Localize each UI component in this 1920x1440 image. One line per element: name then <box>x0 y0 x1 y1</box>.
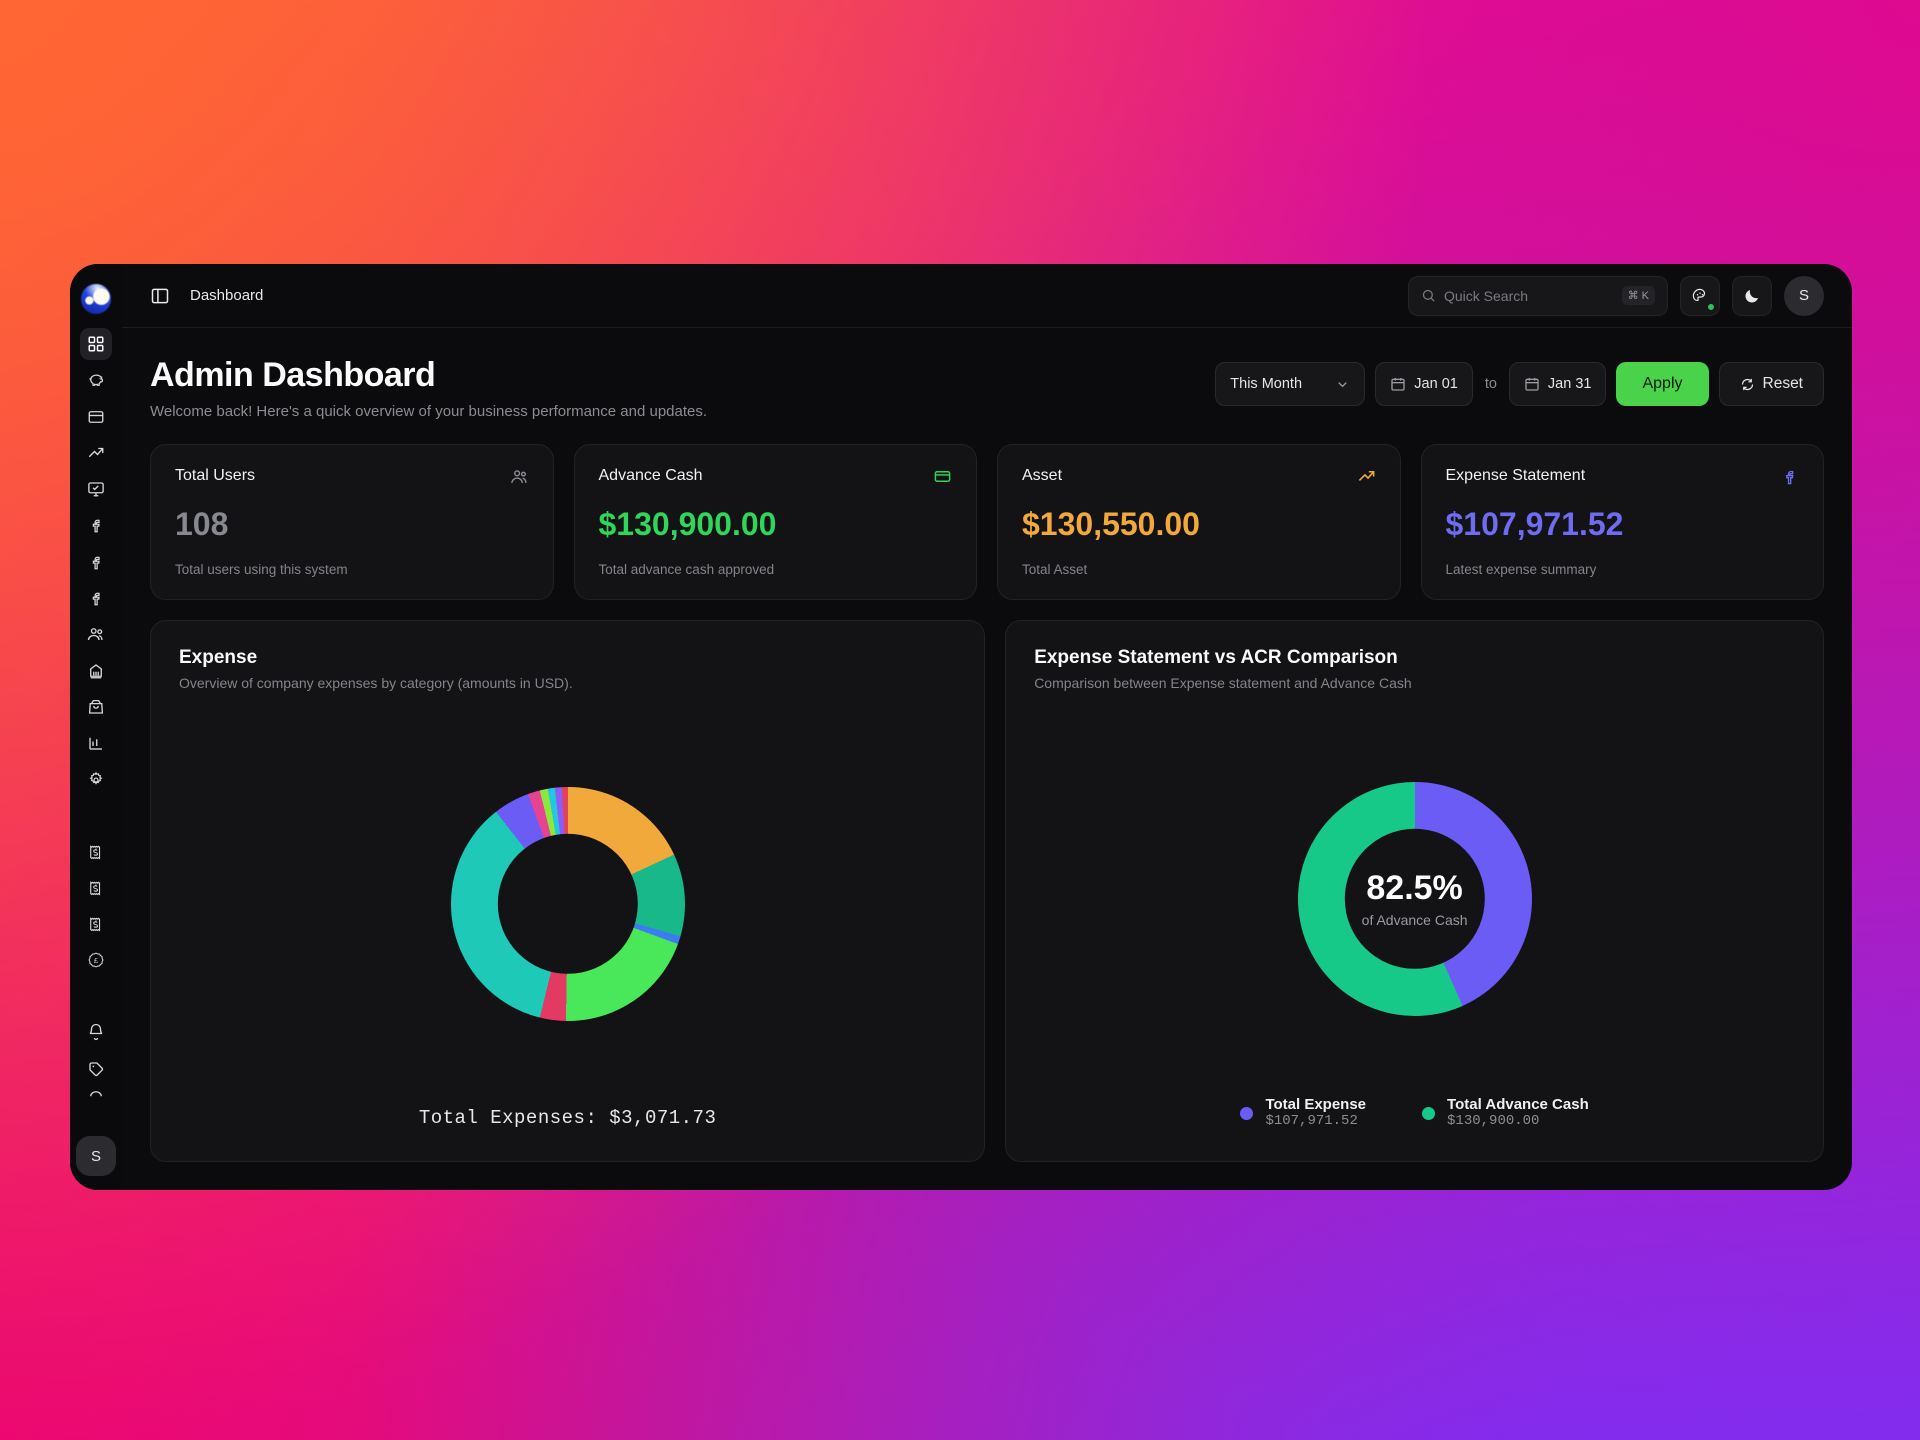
svg-text:£: £ <box>94 956 99 965</box>
